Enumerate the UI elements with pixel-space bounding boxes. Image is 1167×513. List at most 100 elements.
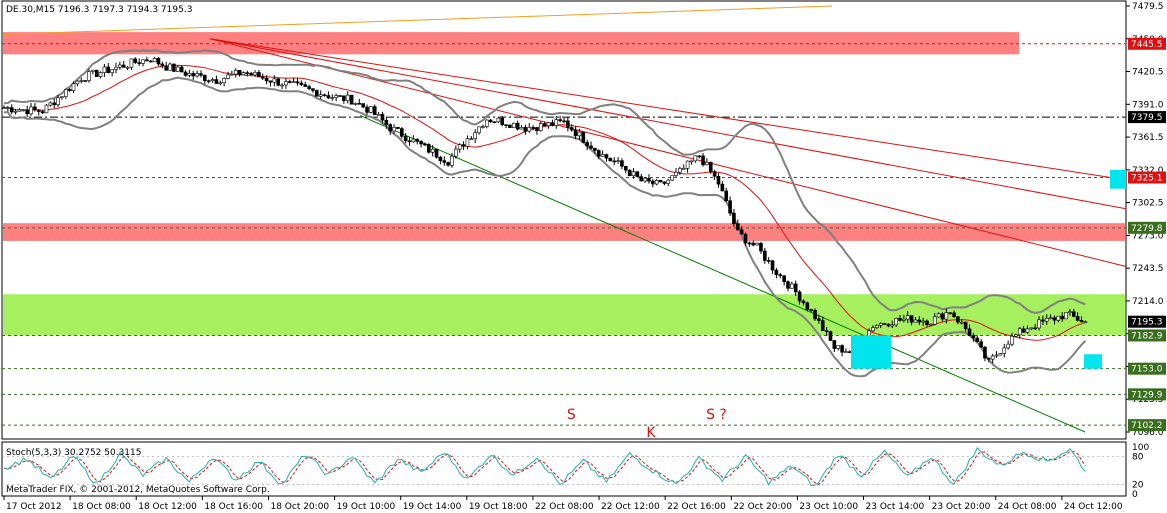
candle-body (60, 96, 64, 98)
candle-body (824, 330, 829, 332)
candle-body (878, 323, 883, 326)
time-tick-label: 18 Oct 20:00 (270, 502, 329, 512)
candle-body (963, 321, 968, 330)
candle-body (361, 103, 365, 108)
candle-body (365, 106, 369, 113)
candle-body (427, 144, 431, 153)
trendline-green (359, 114, 1086, 433)
candle-body (712, 171, 717, 177)
candle-body (913, 319, 918, 323)
candle-body (260, 76, 265, 79)
candle-body (774, 269, 779, 276)
candle-body (631, 171, 636, 176)
candle-body (902, 318, 906, 321)
stoch-tick-label: 100 (1132, 443, 1149, 453)
candle-body (844, 351, 848, 353)
candle-body (959, 321, 964, 324)
candle-body (492, 121, 497, 124)
candle-body (670, 175, 674, 181)
candle-body (164, 65, 169, 71)
candle-body (546, 122, 551, 127)
stoch-tick-label: 0 (1132, 490, 1138, 500)
candle-body (206, 80, 211, 83)
candle-body (585, 142, 589, 147)
candle-body (75, 80, 80, 85)
candle-body (751, 242, 756, 246)
candle-body (241, 72, 246, 76)
candle-body (326, 95, 331, 99)
candle-body (21, 109, 26, 112)
candle-body (407, 140, 412, 143)
candle-body (311, 88, 315, 91)
candle-body (287, 81, 292, 83)
candle-body (334, 95, 338, 98)
price-badge (1128, 388, 1166, 401)
candle-body (651, 180, 655, 185)
candle-body (419, 141, 423, 145)
candle-body (759, 242, 763, 252)
candle-body (562, 120, 566, 123)
candle-body (921, 320, 925, 323)
candle-body (114, 66, 118, 70)
candle-body (253, 72, 257, 76)
highlight-box (1084, 354, 1102, 369)
candle-body (1025, 328, 1030, 333)
price-badge (1128, 362, 1166, 375)
time-tick-label: 19 Oct 10:00 (337, 502, 396, 512)
chart-annotation: S (567, 407, 576, 423)
bollinger-layer (3, 49, 1087, 378)
candle-body (148, 60, 153, 63)
candle-body (1056, 315, 1061, 321)
candle-body (2, 107, 6, 110)
candle-body (477, 126, 481, 134)
candle-body (693, 155, 698, 162)
candle-body (338, 95, 342, 97)
candle-body (44, 104, 49, 114)
candle-body (724, 190, 729, 201)
candle-body (793, 283, 798, 293)
candle-body (998, 353, 1003, 356)
candle-body (569, 127, 574, 131)
candle-body (681, 168, 686, 170)
trendline-orange (3, 5, 833, 35)
trendline-red-1 (209, 38, 1127, 181)
copyright-text: MetaTrader FIX, © 2001-2012, MetaQuotes … (6, 485, 270, 495)
bollinger-upper (3, 49, 1086, 314)
candle-body (222, 78, 226, 84)
candle-body (1010, 335, 1014, 345)
candle-body (226, 74, 230, 79)
candle-body (685, 160, 690, 169)
candle-body (25, 109, 29, 115)
candle-body (195, 73, 199, 77)
time-tick-label: 22 Oct 12:00 (601, 502, 660, 512)
candle-body (539, 123, 543, 131)
candle-body (1052, 317, 1057, 321)
candle-body (118, 64, 122, 68)
candle-body (593, 147, 597, 151)
candle-body (1021, 328, 1026, 333)
candle-body (875, 325, 879, 328)
candle-body (1044, 318, 1049, 322)
candle-body (214, 79, 219, 84)
candle-body (674, 171, 678, 176)
candle-body (191, 73, 196, 77)
candle-body (280, 84, 284, 87)
price-badge-label: 7102.2 (1131, 421, 1163, 431)
candle-body (1068, 311, 1072, 314)
price-tick-label: 7096.0 (1132, 428, 1164, 438)
candle-body (152, 57, 157, 63)
moving-average (3, 64, 1086, 341)
candle-body (392, 126, 396, 132)
candle-body (187, 73, 192, 76)
candle-body (33, 106, 37, 111)
candle-body (446, 162, 450, 166)
highlight-box (1110, 169, 1126, 189)
candle-body (778, 274, 783, 277)
price-badge-label: 7129.9 (1131, 390, 1163, 400)
time-tick-label: 17 Oct 2012 (6, 502, 62, 512)
candle-body (345, 94, 350, 101)
candle-body (384, 119, 389, 125)
candle-body (473, 132, 477, 140)
candle-body (639, 176, 644, 182)
